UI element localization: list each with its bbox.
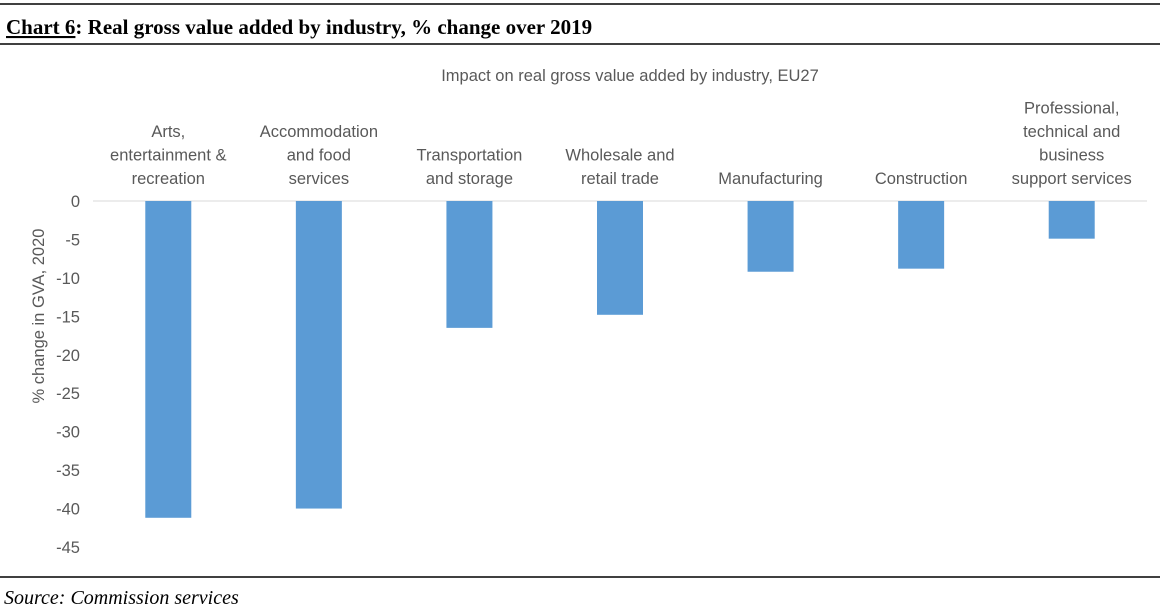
bar xyxy=(747,201,794,272)
bar xyxy=(295,201,342,509)
y-tick-label: -15 xyxy=(56,308,80,326)
chart-title: Impact on real gross value added by indu… xyxy=(441,67,819,85)
bar xyxy=(145,201,192,518)
category-label: Transportation and storage xyxy=(417,147,523,189)
y-tick-label: 0 xyxy=(71,193,80,211)
bar xyxy=(898,201,945,269)
y-tick-label: -30 xyxy=(56,424,80,442)
bar xyxy=(597,201,643,315)
category-label: Arts, entertainment & recreation xyxy=(110,123,226,188)
y-axis-label: % change in GVA, 2020 xyxy=(30,229,48,404)
y-tick-label: -10 xyxy=(56,270,80,288)
bar xyxy=(446,201,493,328)
header-text: : Real gross value added by industry, % … xyxy=(75,15,592,39)
y-tick-label: -20 xyxy=(56,347,80,365)
y-tick-label: -45 xyxy=(56,539,80,557)
category-label: Wholesale and retail trade xyxy=(565,147,674,189)
y-tick-label: -5 xyxy=(65,231,80,249)
y-tick-label: -40 xyxy=(56,501,80,519)
category-label: Construction xyxy=(875,170,968,188)
y-tick-label: -25 xyxy=(56,385,80,403)
source: Source: Commission services xyxy=(4,587,239,609)
header-number: Chart 6 xyxy=(6,15,75,39)
header: Chart 6: Real gross value added by indus… xyxy=(6,15,592,39)
category-label: Professional, technical and business suppor… xyxy=(1012,100,1132,189)
plot: 0 -5 -10 -15 -20 -25 -30 -35 -40 -45 Arts, entertai… xyxy=(56,100,1147,557)
y-tick-label: -35 xyxy=(56,462,80,480)
bar xyxy=(1048,201,1095,239)
category-label: Manufacturing xyxy=(718,170,823,188)
category-label: Accommodation and food services xyxy=(260,123,378,188)
